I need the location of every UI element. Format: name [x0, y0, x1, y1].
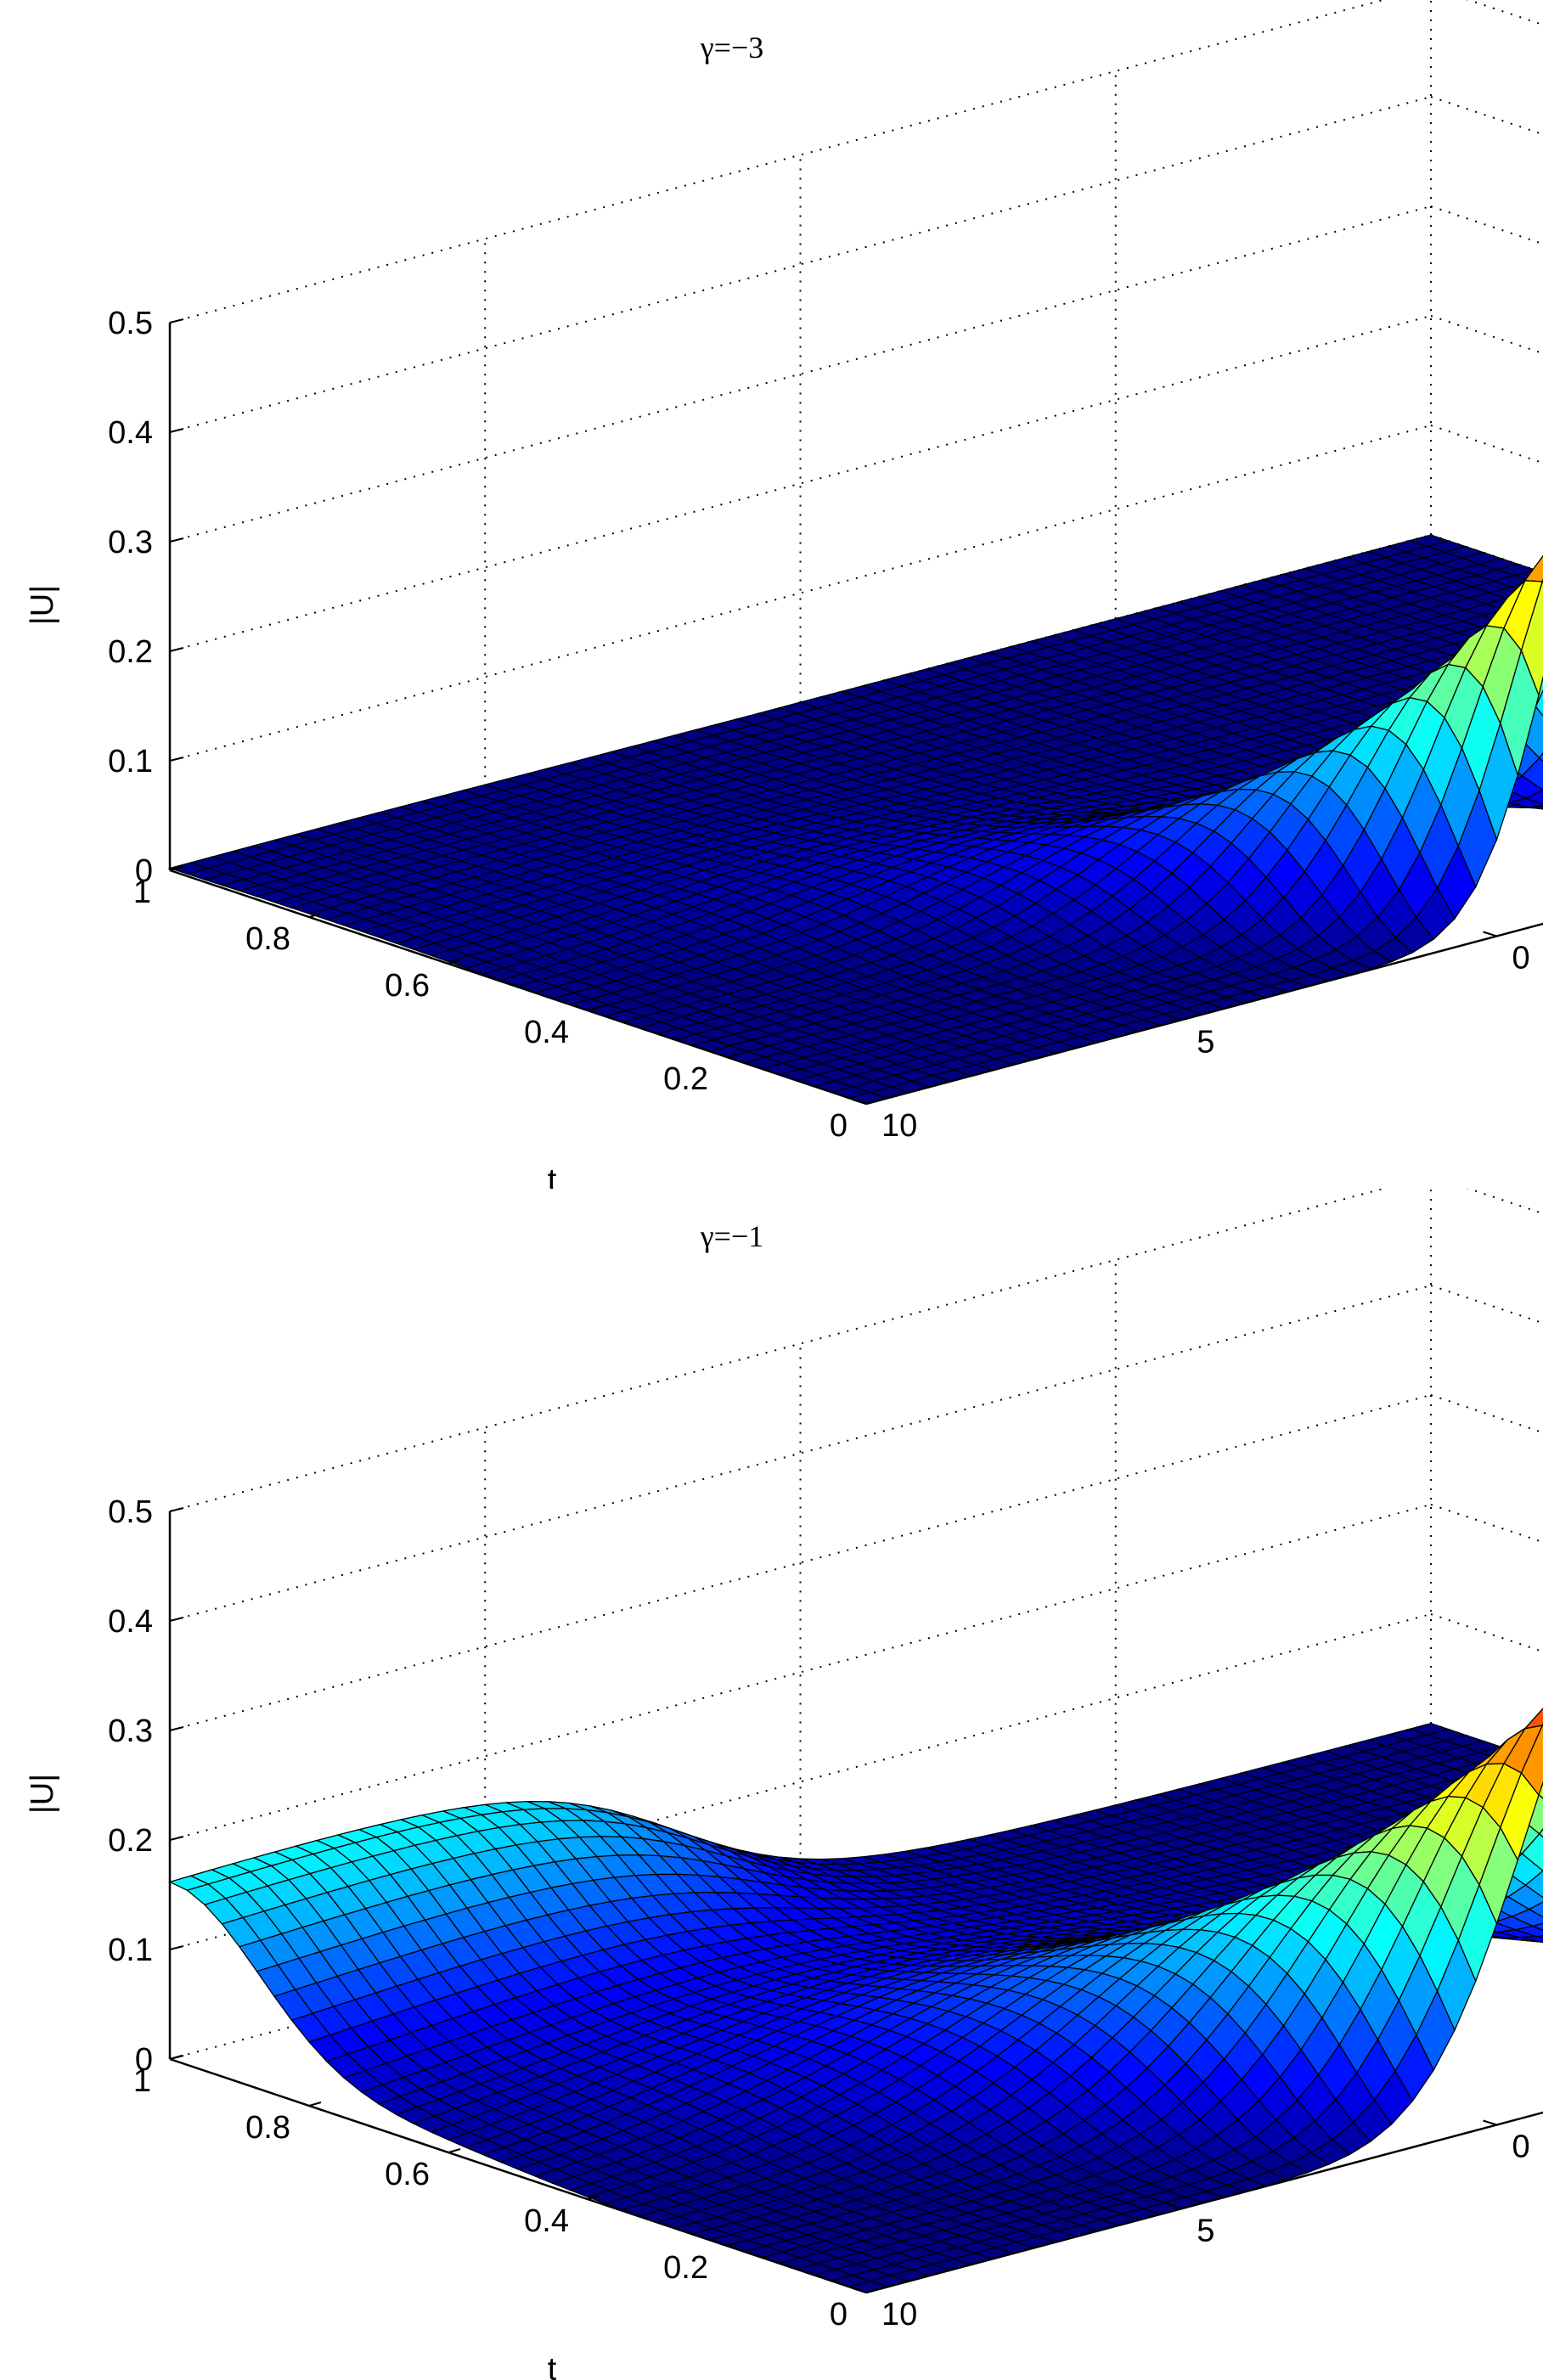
t-tick-label: 0.2 [663, 1061, 708, 1097]
z-tick [169, 1507, 184, 1512]
t-axis-line [169, 2057, 867, 2294]
x-tick-label: 5 [1197, 1024, 1214, 1060]
x-tick [852, 2287, 867, 2293]
grid-line-z [1430, 315, 1543, 355]
surface-patch [1523, 1708, 1543, 1730]
x-tick-label: 0 [1512, 2130, 1530, 2165]
t-tick [169, 866, 183, 871]
grid-line-z [1430, 205, 1543, 245]
x-tick [1483, 931, 1497, 937]
bottom-chart: 00.10.20.30.40.500.20.40.60.81−10−50510|… [25, 1189, 1543, 2380]
t-tick-label: 0.6 [385, 968, 430, 1004]
grid-line-z [1466, 0, 1543, 26]
z-axis-label: |U| [25, 1774, 60, 1814]
t-tick-label: 0.4 [524, 1015, 569, 1050]
grid-line-z [169, 1285, 1432, 1622]
grid-line-z [169, 1189, 1387, 1512]
z-tick [169, 1617, 184, 1622]
t-axis-label: t [548, 1163, 557, 1190]
z-tick-label: 0 [135, 853, 153, 889]
z-axis-label: |U| [25, 585, 60, 625]
x-tick [852, 1099, 867, 1105]
grid-line-z [169, 96, 1432, 433]
t-tick-label: 0.8 [245, 2110, 290, 2146]
t-tick-label: 0.8 [245, 921, 290, 957]
z-tick [169, 428, 184, 433]
surface-mesh [168, 1708, 1543, 2293]
t-tick-label: 0.4 [524, 2203, 569, 2239]
z-tick [169, 318, 184, 324]
z-tick-label: 0.2 [108, 1823, 153, 1859]
t-tick-label: 1 [133, 875, 151, 910]
t-tick-label: 0.2 [663, 2250, 708, 2286]
z-tick-label: 0.4 [108, 1604, 153, 1640]
axes: 00.10.20.30.40.500.20.40.60.81−10−50510|… [25, 1494, 1543, 2380]
x-tick [1483, 2119, 1497, 2126]
z-tick-label: 0.5 [108, 1494, 153, 1530]
surface-mesh [167, 534, 1543, 1105]
x-tick-label: 10 [881, 2297, 917, 2332]
grid-line-z [1430, 1285, 1543, 1325]
axes: 00.10.20.30.40.500.20.40.60.81−10−50510|… [25, 306, 1543, 1189]
t-tick [587, 2195, 600, 2200]
t-tick [726, 2242, 740, 2247]
z-tick-label: 0 [135, 2042, 153, 2078]
x-tick [1167, 1015, 1182, 1021]
z-tick [169, 1836, 184, 1841]
z-tick [169, 537, 184, 543]
t-tick [169, 2055, 183, 2060]
x-tick [1167, 2203, 1182, 2210]
surface-plot-gamma-minus-1: 00.10.20.30.40.500.20.40.60.81−10−50510|… [25, 1189, 1543, 2380]
surface-plot-gamma-minus-3: 00.10.20.30.40.500.20.40.60.81−10−50510|… [25, 0, 1543, 1189]
top-chart: 00.10.20.30.40.500.20.40.60.81−10−50510|… [25, 0, 1543, 1189]
t-axis-label: t [548, 2352, 557, 2380]
t-tick [448, 2148, 461, 2153]
t-tick [865, 2288, 879, 2293]
z-tick-label: 0.4 [108, 415, 153, 451]
x-tick-label: 0 [1512, 941, 1530, 976]
x-tick-label: 5 [1197, 2213, 1214, 2248]
z-tick [169, 647, 184, 652]
z-tick-label: 0.1 [108, 744, 153, 779]
z-tick-label: 0.1 [108, 1933, 153, 1968]
t-tick [726, 1053, 740, 1058]
x-tick-label: 10 [881, 1108, 917, 1144]
grid-line-z [1466, 1189, 1543, 1215]
z-tick-label: 0.3 [108, 525, 153, 560]
t-tick [448, 959, 461, 965]
chart-title: γ=−1 [700, 1219, 764, 1253]
grid-line-z [1430, 96, 1543, 136]
t-tick-label: 1 [133, 2063, 151, 2099]
t-axis-line [169, 869, 867, 1106]
z-tick-label: 0.5 [108, 306, 153, 341]
t-tick-label: 0.6 [385, 2157, 430, 2192]
t-tick-label: 0 [830, 1108, 848, 1144]
z-tick-label: 0.2 [108, 634, 153, 670]
grid-line-z [1430, 1394, 1543, 1434]
z-tick [169, 1726, 184, 1731]
grid-line-z [1430, 1504, 1543, 1544]
t-tick-label: 0 [830, 2297, 848, 2332]
t-tick [308, 2101, 322, 2107]
z-tick-label: 0.3 [108, 1713, 153, 1749]
chart-title: γ=−3 [700, 31, 764, 65]
z-tick [169, 757, 184, 762]
z-tick [169, 1945, 184, 1950]
grid-line-z [169, 0, 1387, 324]
t-tick [308, 913, 322, 918]
t-tick [865, 1100, 879, 1105]
t-tick [587, 1006, 600, 1011]
